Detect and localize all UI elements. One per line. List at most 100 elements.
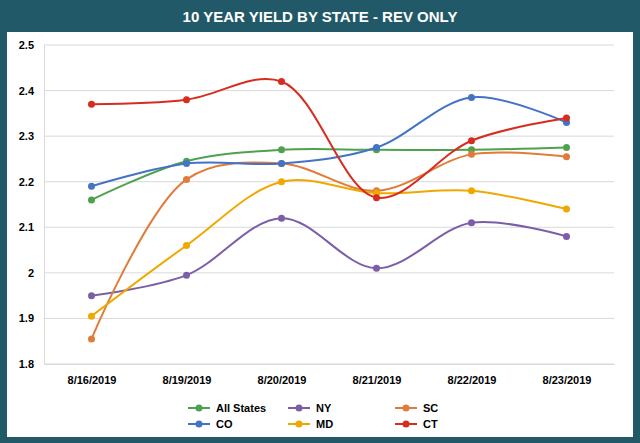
legend-marker xyxy=(296,405,303,412)
background xyxy=(0,0,640,443)
legend-item: NY xyxy=(288,402,332,414)
legend-item: SC xyxy=(395,402,438,414)
chart-panel xyxy=(7,32,633,437)
y-tick-label: 2.5 xyxy=(19,39,34,51)
y-tick-label: 1.8 xyxy=(19,358,34,370)
marker xyxy=(88,335,95,342)
legend-label: SC xyxy=(423,402,438,414)
marker xyxy=(183,160,190,167)
y-tick: 2.5 xyxy=(19,39,44,51)
y-tick-label: 1.9 xyxy=(19,312,34,324)
legend-marker xyxy=(196,421,203,428)
legend-label: CO xyxy=(216,418,233,430)
y-tick: 1.9 xyxy=(19,312,44,324)
y-tick-label: 2.3 xyxy=(19,130,34,142)
title: 10 YEAR YIELD BY STATE - REV ONLY xyxy=(183,8,458,25)
x-tick-label: 8/19/2019 xyxy=(163,374,212,386)
marker xyxy=(278,78,285,85)
x-tick: 8/20/2019 xyxy=(258,364,307,386)
marker xyxy=(563,233,570,240)
series-line xyxy=(92,180,567,316)
legend-marker xyxy=(196,405,203,412)
y-axis-line xyxy=(44,46,45,365)
marker xyxy=(88,183,95,190)
marker xyxy=(88,292,95,299)
series-line xyxy=(92,148,567,200)
y-tick-label: 2.1 xyxy=(19,221,34,233)
x-tick: 8/23/2019 xyxy=(543,364,592,386)
marker xyxy=(563,144,570,151)
marker xyxy=(373,144,380,151)
x-tick: 8/16/2019 xyxy=(68,364,117,386)
grid-line xyxy=(44,136,614,137)
x-tick: 8/19/2019 xyxy=(163,364,212,386)
marker xyxy=(468,151,475,158)
series-markers xyxy=(88,215,570,299)
y-tick-label: 2 xyxy=(28,267,34,279)
marker xyxy=(373,265,380,272)
x-axis: 8/16/2019 8/19/2019 8/20/2019 8/21/2019 8/22… xyxy=(45,364,615,386)
marker xyxy=(563,114,570,121)
chart: 10 YEAR YIELD BY STATE - REV ONLY 1.8 1.9 2… xyxy=(0,0,640,443)
y-tick: 2 xyxy=(28,267,44,279)
legend-marker xyxy=(403,405,410,412)
marker xyxy=(278,215,285,222)
y-tick: 2.2 xyxy=(19,176,44,188)
x-axis-line xyxy=(45,364,615,365)
legend-label: CT xyxy=(423,418,438,430)
grid-line xyxy=(44,45,614,46)
y-tick: 1.8 xyxy=(19,358,44,370)
y-tick-label: 2.4 xyxy=(19,85,35,97)
legend-label: NY xyxy=(316,402,332,414)
legend-item: CT xyxy=(395,418,438,430)
marker xyxy=(183,242,190,249)
marker xyxy=(183,96,190,103)
y-tick: 2.4 xyxy=(19,85,44,97)
marker xyxy=(278,146,285,153)
y-tick-label: 2.2 xyxy=(19,176,34,188)
x-tick: 8/22/2019 xyxy=(448,364,497,386)
legend-marker xyxy=(296,421,303,428)
series-markers xyxy=(88,78,570,201)
marker xyxy=(278,160,285,167)
grid-line xyxy=(44,90,614,91)
grid-line xyxy=(44,272,614,273)
marker xyxy=(468,137,475,144)
x-tick-label: 8/21/2019 xyxy=(353,374,402,386)
x-tick: 8/21/2019 xyxy=(353,364,402,386)
series-line xyxy=(92,152,567,338)
series-line xyxy=(92,79,567,198)
legend-marker xyxy=(403,421,410,428)
x-tick-label: 8/22/2019 xyxy=(448,374,497,386)
legend: All States NY SC CO MD CT xyxy=(188,402,438,430)
marker xyxy=(278,178,285,185)
legend-item: All States xyxy=(188,402,266,414)
y-tick: 2.1 xyxy=(19,221,44,233)
grid-line xyxy=(44,364,614,365)
marker xyxy=(468,219,475,226)
marker xyxy=(563,153,570,160)
series-line xyxy=(92,218,567,295)
marker xyxy=(278,160,285,167)
x-tick-label: 8/20/2019 xyxy=(258,374,307,386)
series-markers xyxy=(88,178,570,319)
marker xyxy=(468,187,475,194)
marker xyxy=(183,272,190,279)
legend-label: All States xyxy=(216,402,266,414)
marker xyxy=(88,196,95,203)
legend-label: MD xyxy=(316,418,333,430)
marker xyxy=(88,313,95,320)
x-tick-label: 8/16/2019 xyxy=(68,374,117,386)
legend-item: CO xyxy=(188,418,233,430)
marker xyxy=(373,194,380,201)
x-tick-label: 8/23/2019 xyxy=(543,374,592,386)
plot-area xyxy=(88,78,570,342)
grid xyxy=(44,45,614,364)
marker xyxy=(88,101,95,108)
series-markers xyxy=(88,151,570,343)
marker xyxy=(183,176,190,183)
legend-item: MD xyxy=(288,418,333,430)
grid-line xyxy=(44,318,614,319)
y-tick: 2.3 xyxy=(19,130,44,142)
marker xyxy=(563,206,570,213)
